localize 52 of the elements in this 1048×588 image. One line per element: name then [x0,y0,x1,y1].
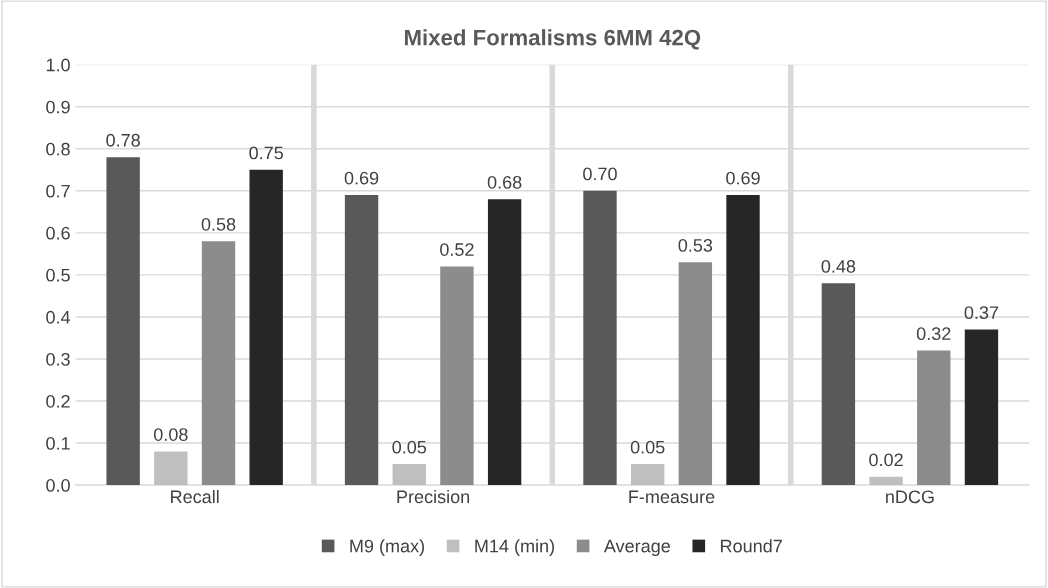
data-label: 0.05 [630,440,665,454]
legend-label: M9 (max) [350,539,424,557]
chart-title: Mixed Formalisms 6MM 42Q [404,29,701,50]
bar [487,199,522,486]
x-tick-label: Recall [171,489,219,504]
x-tick-label: Precision [397,489,470,504]
legend-label: Average [603,539,670,557]
data-label: 0.52 [440,243,474,256]
y-tick-label: 0.7 [46,184,70,198]
y-tick-label: 0.3 [46,352,70,366]
bar [583,190,617,486]
y-tick-label: 0.6 [46,226,70,240]
data-label: 0.53 [678,238,713,252]
bar [964,329,999,486]
bar [869,476,903,486]
bar [678,262,713,486]
legend-label: M14 (min) [475,539,554,557]
data-label: 0.75 [249,146,284,160]
y-tick-label: 0.1 [46,436,70,450]
y-tick-label: 0.4 [46,310,71,324]
data-label: 0.69 [726,171,760,185]
data-label: 0.08 [153,428,188,441]
bar [726,195,760,486]
data-label: 0.70 [583,167,617,181]
x-tick-label: nDCG [886,490,934,504]
data-label: 0.78 [106,133,140,147]
bar [344,195,379,486]
y-tick-label: 0.8 [46,142,70,156]
bar [106,157,140,486]
bar [917,350,951,486]
data-label: 0.58 [201,217,236,231]
data-label: 0.02 [869,453,903,467]
data-label: 0.68 [487,175,522,189]
y-tick-label: 0.9 [46,100,70,114]
bar [249,169,283,486]
data-label: 0.69 [344,171,379,185]
y-tick-label: 0.5 [46,268,70,282]
data-label: 0.48 [821,260,856,273]
data-label: 0.32 [916,327,951,341]
bar [154,451,188,486]
bar [821,283,856,486]
bar [201,241,236,486]
data-label: 0.37 [964,306,999,320]
y-tick-label: 1.0 [46,58,70,72]
legend-label: Round7 [721,539,782,553]
x-tick-label: F-measure [629,490,715,504]
y-tick-label: 0.2 [46,394,70,408]
bar [630,464,665,486]
y-tick-label: 0.0 [46,479,70,492]
bar [392,464,426,486]
data-label: 0.05 [392,440,427,454]
bar [440,266,474,486]
